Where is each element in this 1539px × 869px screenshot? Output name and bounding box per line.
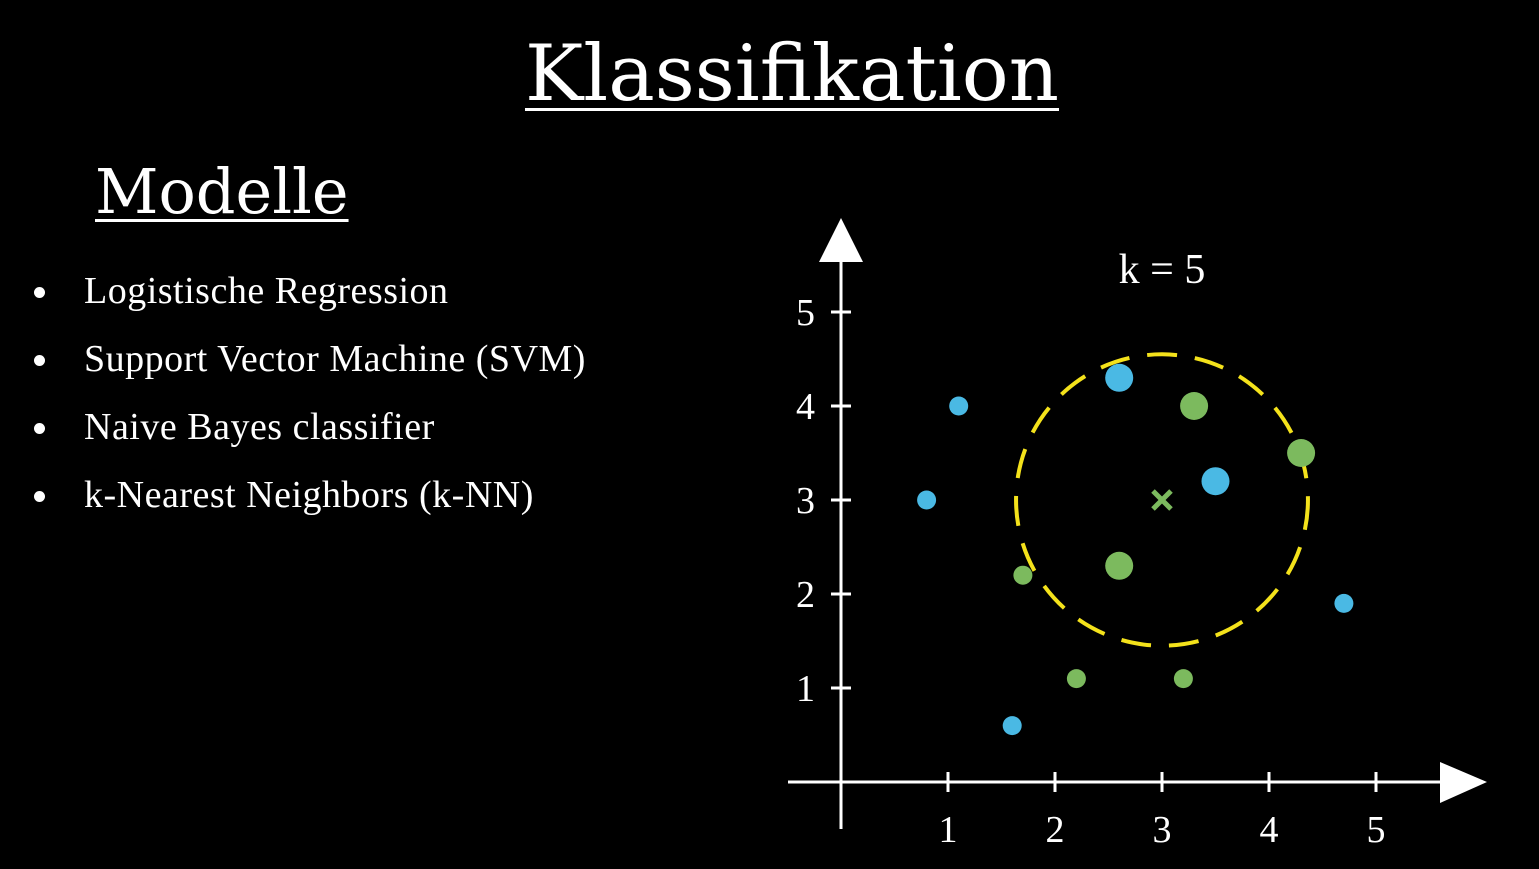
list-item: Logistische Regression: [30, 262, 586, 330]
blue-neighbor-point: [1201, 467, 1230, 496]
bullet-icon: [34, 423, 45, 434]
blue-point: [949, 396, 969, 416]
list-item: Support Vector Machine (SVM): [30, 330, 586, 398]
y-tick-label: 1: [796, 668, 815, 710]
green-point: [1173, 669, 1193, 689]
k-annotation: k = 5: [1119, 247, 1206, 293]
blue-point: [917, 490, 937, 510]
bullet-icon: [34, 355, 45, 366]
y-tick-label: 5: [796, 292, 815, 334]
y-axis-arrow-icon: [819, 218, 863, 262]
y-tick-label: 3: [796, 480, 815, 522]
x-tick-label: 5: [1367, 809, 1386, 851]
green-point: [1066, 669, 1086, 689]
blue-point: [1334, 593, 1354, 613]
model-list: Logistische Regression Support Vector Ma…: [30, 262, 586, 534]
green-point: [1013, 565, 1033, 585]
section-heading: Modelle: [95, 155, 349, 228]
neighborhood-circle: [1014, 352, 1310, 648]
green-neighbor-point: [1105, 551, 1134, 580]
list-item-label: k-Nearest Neighbors (k-NN): [84, 474, 534, 516]
list-item: Naive Bayes classifier: [30, 398, 586, 466]
x-tick-label: 1: [939, 809, 958, 851]
y-tick-label: 4: [796, 386, 815, 428]
slide-title: Klassifikation: [524, 29, 1059, 119]
list-item-label: Logistische Regression: [84, 270, 449, 312]
x-axis-arrow-icon: [1440, 762, 1487, 803]
blue-neighbor-point: [1105, 363, 1134, 392]
y-tick-label: 2: [796, 574, 815, 616]
blue-point: [1002, 716, 1022, 736]
list-item-label: Support Vector Machine (SVM): [84, 338, 586, 380]
bullet-icon: [34, 287, 45, 298]
bullet-icon: [34, 491, 45, 502]
query-point-x-icon: [1151, 489, 1173, 511]
green-neighbor-point: [1287, 439, 1316, 467]
x-tick-label: 3: [1153, 809, 1172, 851]
x-tick-label: 2: [1046, 809, 1065, 851]
list-item-label: Naive Bayes classifier: [84, 406, 435, 448]
x-tick-label: 4: [1260, 809, 1279, 851]
green-neighbor-point: [1180, 392, 1209, 420]
list-item: k-Nearest Neighbors (k-NN): [30, 466, 586, 534]
